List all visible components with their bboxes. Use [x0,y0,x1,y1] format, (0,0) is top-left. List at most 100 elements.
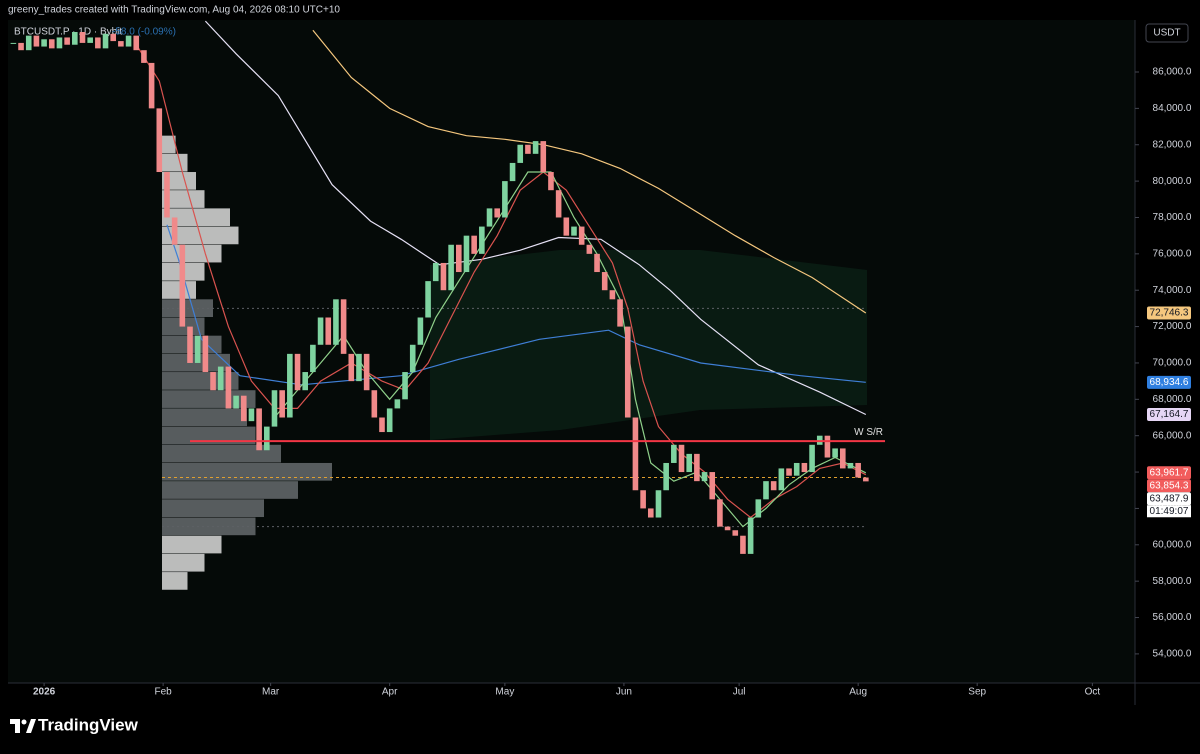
volume-bar [162,462,332,481]
x-tick-label: Sep [968,687,986,698]
moving-average [312,29,867,314]
price-label-box [1147,306,1191,320]
x-tick-label: Apr [382,687,398,698]
candle-body [770,481,777,491]
y-tick-label: 58,000.0 [1153,576,1192,587]
candle-body [41,39,47,47]
price-label: 72,746.3 [1150,308,1189,319]
volume-bar [162,481,298,499]
volume-bar [162,572,188,590]
candle-body [763,481,769,500]
x-tick-label: Jul [733,687,746,698]
countdown-box [1147,505,1191,518]
candle-body [402,372,408,400]
candle-body [701,472,708,482]
change: -58.0 (-0.09%) [112,27,176,38]
y-tick-label: 82,000.0 [1153,139,1192,150]
candle-body [617,299,623,327]
candle-body [832,448,838,458]
candle-body [463,235,470,273]
candle-body [394,399,401,409]
candle-body [141,50,147,63]
candle-body [694,453,700,482]
countdown: 01:49:07 [1150,506,1189,517]
y-tick-label: 86,000.0 [1153,67,1192,78]
candle-body [432,262,439,282]
x-tick-label: Jun [616,687,632,698]
candle-body [302,372,309,391]
candle-body [809,444,815,473]
candle-body [25,35,32,51]
price-label-box [1147,375,1191,389]
candle-body [102,33,109,49]
volume-bar [162,190,205,208]
candle-body [110,33,117,42]
moving-average [204,20,867,416]
candle-body [740,535,746,554]
candle-body [509,162,516,182]
candle-body [555,190,562,218]
candle-body [248,408,255,422]
candle-body [18,42,24,51]
candle-body [33,35,40,47]
candle-body [517,144,524,163]
candle-body [271,390,278,427]
candle-body [479,226,485,254]
volume-bar [162,444,281,463]
volume-bar [162,172,196,190]
currency-box[interactable] [1145,23,1189,43]
candle-body [194,335,201,363]
candle-body [578,226,585,245]
volume-bar [162,135,176,154]
volume-bar [162,535,222,554]
candle-body [264,426,270,451]
currency[interactable]: USDT [1153,28,1180,39]
candle-body [409,344,416,373]
candle-body [72,32,78,45]
candle-body [663,462,669,491]
x-tick-label: Aug [849,687,867,698]
candle-body [256,408,262,451]
candle-body [640,490,646,509]
x-tick-label: Feb [155,687,173,698]
candle-body [732,530,739,536]
x-tick-label: Oct [1085,687,1101,698]
y-tick-label: 68,000.0 [1153,394,1192,405]
y-tick-label: 70,000.0 [1153,358,1192,369]
candle-body [448,244,454,291]
candle-body [755,499,762,518]
candle-body [609,290,616,300]
y-tick-label: 66,000.0 [1153,430,1192,441]
candle-body [548,172,554,191]
candle-body [379,417,385,433]
candle-body [10,42,17,44]
candle-body [386,408,393,433]
candle-body [64,37,70,45]
volume-bar [162,281,196,299]
candle-body [317,317,324,345]
candle-body [425,281,431,318]
y-tick-label: 80,000.0 [1153,176,1192,187]
y-tick-label: 78,000.0 [1153,212,1192,223]
price-label: 63,854.3 [1150,480,1189,491]
candle-body [839,448,846,469]
volume-bar [162,408,247,427]
price-label-box [1147,466,1191,480]
candle-body [56,37,63,49]
candle-body [279,390,285,418]
candle-body [440,262,447,291]
y-tick-label: 54,000.0 [1153,649,1192,660]
candle-body [724,526,731,531]
candle-body [164,172,170,218]
price-label-box [1147,492,1191,506]
candle-body [571,226,577,236]
candle-body [48,39,55,49]
price-label: 63,487.9 [1150,493,1189,504]
candle-body [532,141,539,154]
candle-body [87,37,93,43]
candle-body [417,317,424,345]
volume-bar [162,390,256,408]
candle-body [786,468,792,476]
candle-body [525,144,531,154]
candle-body [486,208,493,227]
